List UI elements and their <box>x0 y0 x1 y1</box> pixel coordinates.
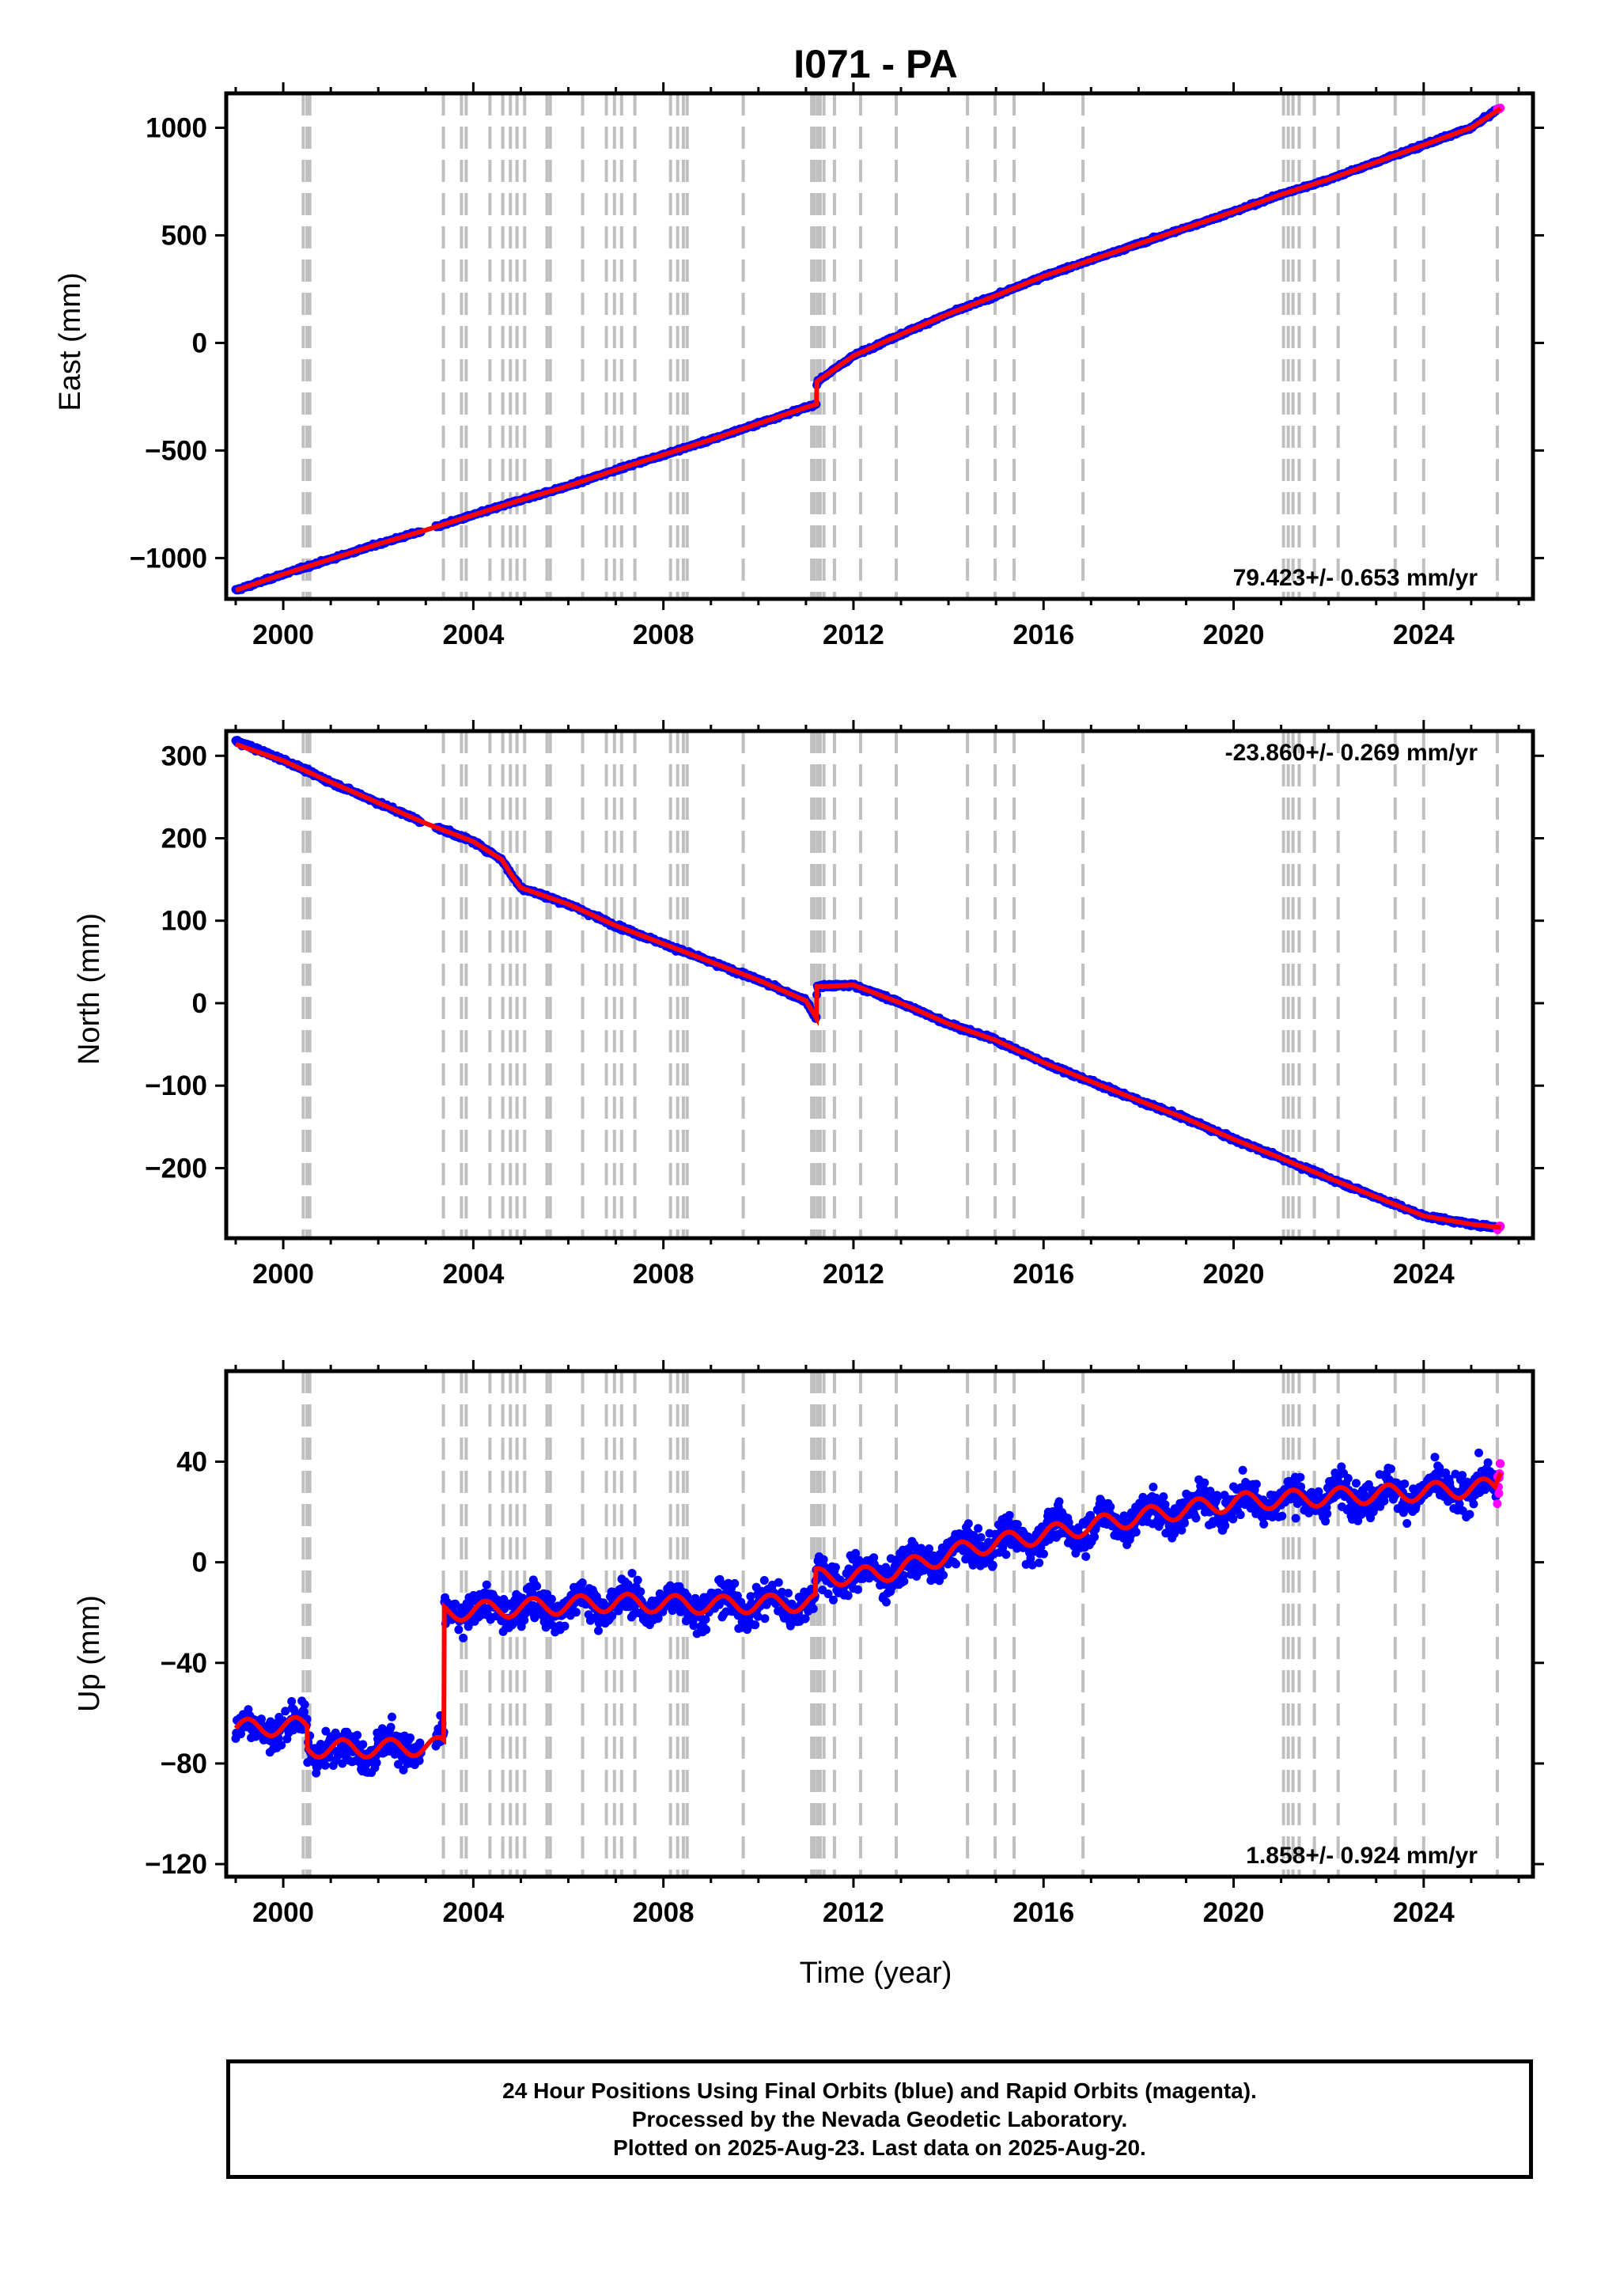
y-tick-label: 300 <box>161 741 207 771</box>
x-tick-label: 2004 <box>442 1259 504 1290</box>
x-tick-label: 2016 <box>1012 619 1074 650</box>
rate-label: -23.860+/- 0.269 mm/yr <box>1225 740 1478 766</box>
rate-label: 79.423+/- 0.653 mm/yr <box>1233 565 1478 591</box>
y-tick-label: −500 <box>145 435 207 466</box>
x-tick-label: 2020 <box>1203 619 1265 650</box>
y-tick-label: 200 <box>161 823 207 854</box>
x-tick-label: 2000 <box>252 1259 314 1290</box>
x-tick-label: 2008 <box>633 619 695 650</box>
chart-title: I071 - PA <box>793 42 958 86</box>
y-tick-label: −100 <box>145 1070 207 1101</box>
plot-frame <box>224 91 1535 601</box>
x-tick-label: 2000 <box>252 619 314 650</box>
event-lines <box>301 1371 1499 1877</box>
final-orbit-point <box>372 1758 381 1767</box>
y-tick-label: −200 <box>145 1153 207 1184</box>
x-tick-label: 2012 <box>823 619 884 650</box>
event-lines <box>301 731 1499 1238</box>
y-tick-label: 1000 <box>146 113 207 144</box>
x-tick-label: 2004 <box>442 619 504 650</box>
x-tick-label: 2024 <box>1393 619 1455 650</box>
up-panel: 2000 2004 2008 2012 2016 2020 2024400−40−80−12… <box>145 1360 1544 1928</box>
final-orbit-point <box>388 1712 396 1722</box>
x-tick-label: 2012 <box>823 1259 884 1290</box>
north-panel: 2000 2004 2008 2012 2016 2020 2024 300 200 100 0 −1… <box>145 720 1544 1290</box>
y-tick-label: −1000 <box>130 543 207 574</box>
final-orbit-point <box>358 1740 368 1749</box>
final-orbit-point <box>300 1699 309 1709</box>
event-lines <box>301 93 1499 599</box>
y-tick-label: 0 <box>192 988 207 1019</box>
y-tick-label: 0 <box>192 328 207 358</box>
x-tick-label: 2016 <box>1012 1259 1074 1290</box>
y-tick-label: 500 <box>161 220 207 251</box>
x-tick-label: 2020 <box>1203 1259 1265 1290</box>
x-tick-label: 2008 <box>633 1259 695 1290</box>
model-line <box>235 106 1502 593</box>
east-panel: 2000 2004 2008 2012 2016 2020 2024 1000 500 0 −500… <box>130 82 1544 650</box>
x-tick-label: 2024 <box>1393 1259 1455 1290</box>
final-orbit-point <box>353 1730 362 1740</box>
final-orbit-point <box>386 1722 396 1732</box>
y-tick-label: 100 <box>161 906 207 937</box>
final-orbit-point <box>320 1760 330 1770</box>
